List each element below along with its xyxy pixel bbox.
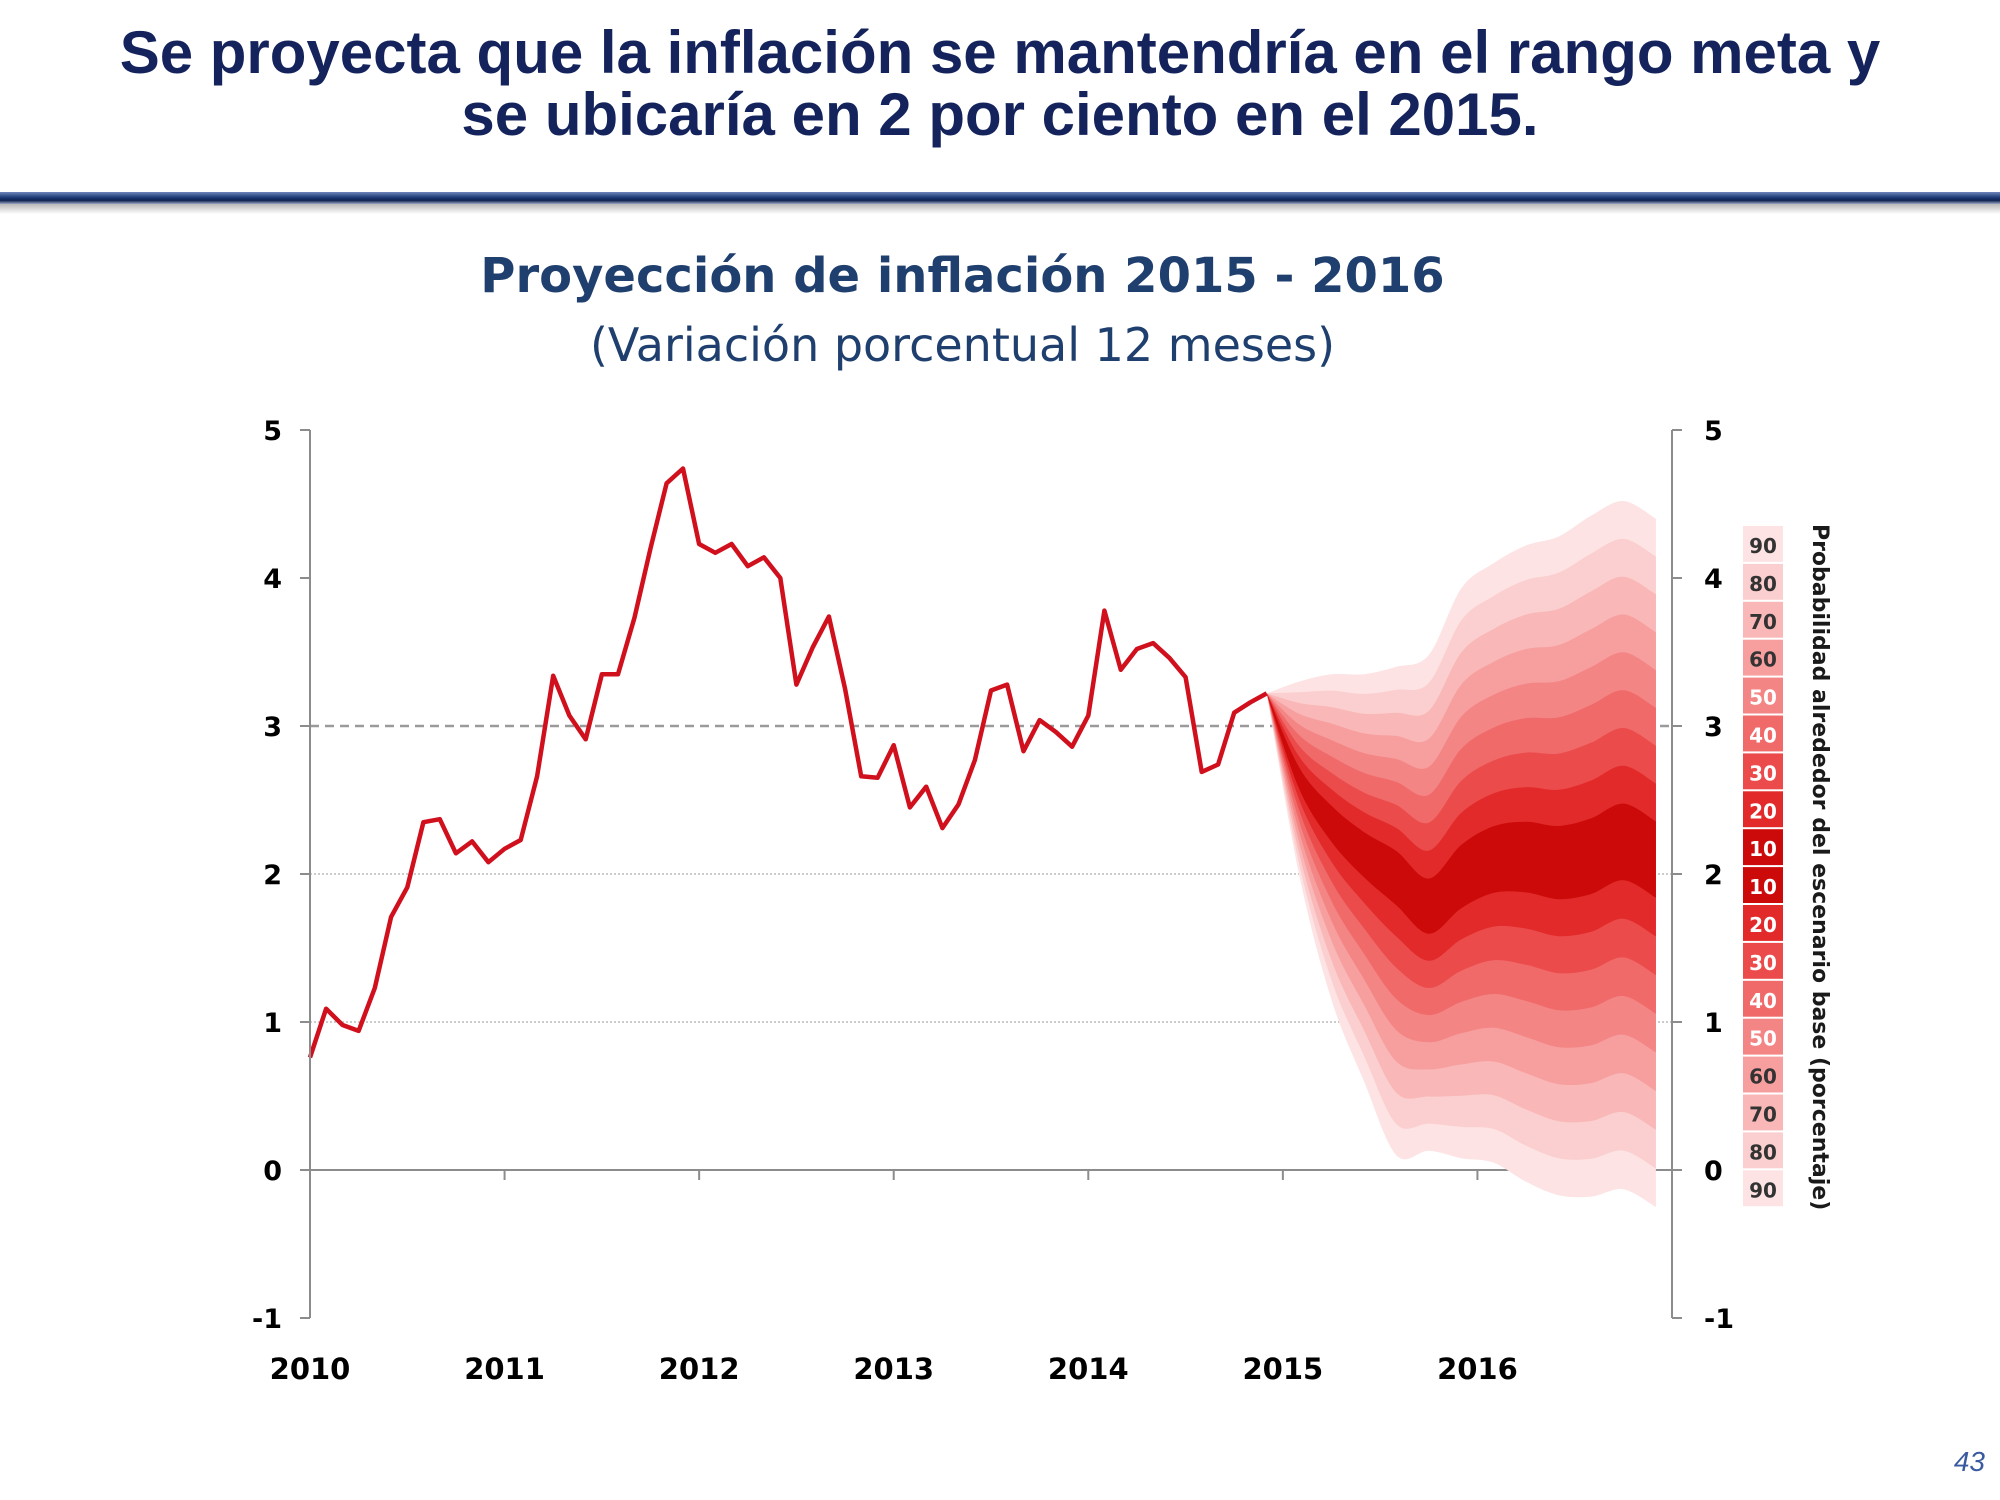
legend-swatch-20 (1743, 905, 1783, 941)
left-tick-label: 5 (263, 416, 282, 447)
legend-swatch-40 (1743, 980, 1783, 1017)
left-tick-label: 0 (263, 1156, 282, 1187)
x-tick-label: 2014 (1048, 1352, 1129, 1386)
left-tick-label: 4 (263, 564, 282, 595)
right-tick-label: 5 (1704, 416, 1723, 447)
series-line-inflacion-observada (307, 466, 1268, 1059)
legend-label: 30 (1749, 761, 1777, 785)
right-tick-label: 2 (1704, 860, 1723, 891)
legend-label: 80 (1749, 572, 1777, 596)
right-tick-label: 3 (1704, 712, 1723, 743)
legend-swatch-20 (1743, 791, 1783, 828)
legend-swatch-60 (1743, 639, 1783, 676)
legend-swatch-80 (1743, 1132, 1783, 1169)
legend-label: 70 (1749, 610, 1777, 634)
legend-label: 70 (1749, 1102, 1777, 1126)
legend-label: 20 (1749, 913, 1777, 937)
left-tick-label: 2 (263, 860, 282, 891)
actual-series-layer (307, 466, 1268, 1059)
right-tick-label: -1 (1704, 1304, 1734, 1335)
left-tick-label: 3 (263, 712, 282, 743)
chart-subtitle: (Variación porcentual 12 meses) (589, 318, 1336, 372)
legend-swatch-80 (1743, 563, 1783, 600)
legend-swatch-70 (1743, 601, 1783, 638)
axes-layer: -1 -1 0 0 1 1 2 2 3 3 4 4 5 5 2010 2011 2012 2013 2014 2015… (252, 416, 1734, 1386)
x-tick-label: 2010 (270, 1352, 351, 1386)
slide-title-line-2: se ubicaría en 2 por ciento en el 2015. (461, 81, 1539, 148)
projection-bands (1266, 500, 1656, 1207)
chart-title: Proyección de inflación 2015 - 2016 (480, 248, 1445, 304)
legend-label: 40 (1749, 723, 1777, 747)
x-tick-label: 2012 (659, 1352, 740, 1386)
slide-title: Se proyecta que la inflación se mantendr… (0, 22, 2000, 146)
legend-swatch-10 (1743, 867, 1783, 903)
legend-label: 40 (1749, 989, 1777, 1013)
left-tick-label: -1 (252, 1304, 282, 1335)
legend-swatch-50 (1743, 677, 1783, 714)
legend-swatch-60 (1743, 1056, 1783, 1093)
legend-label: 80 (1749, 1140, 1777, 1164)
x-tick-label: 2011 (464, 1352, 545, 1386)
projection-band-10 (1266, 693, 1656, 934)
legend-swatch-90 (1743, 526, 1783, 562)
legend-swatch-70 (1743, 1094, 1783, 1131)
legend-swatch-30 (1743, 753, 1783, 790)
title-divider (0, 192, 2000, 204)
legend-label: 60 (1749, 648, 1777, 672)
page-number: 43 (1953, 1446, 1985, 1477)
left-tick-label: 1 (263, 1008, 282, 1039)
legend-label: 10 (1749, 875, 1777, 899)
legend-swatch-30 (1743, 942, 1783, 979)
legend-label: 60 (1749, 1065, 1777, 1089)
x-tick-label: 2016 (1437, 1352, 1518, 1386)
legend-label: 30 (1749, 951, 1777, 975)
title-divider-shadow (0, 204, 2000, 214)
legend-label: 20 (1749, 799, 1777, 823)
legend-label: 50 (1749, 1027, 1777, 1051)
legend-label: 50 (1749, 686, 1777, 710)
legend-swatch-40 (1743, 715, 1783, 752)
legend-label: 90 (1749, 534, 1777, 558)
right-tick-label: 4 (1704, 564, 1723, 595)
legend-swatch-50 (1743, 1018, 1783, 1055)
legend-label: 90 (1749, 1178, 1777, 1202)
legend-swatch-10 (1743, 829, 1783, 866)
x-tick-label: 2015 (1242, 1352, 1323, 1386)
right-tick-label: 0 (1704, 1156, 1723, 1187)
x-tick-label: 2013 (853, 1352, 934, 1386)
legend-label: 10 (1749, 837, 1777, 861)
legend-swatch-90 (1743, 1170, 1783, 1207)
grid-layer (310, 724, 1672, 1171)
right-axis-title: Probabilidad alrededor del escenario bas… (1807, 524, 1832, 1210)
probability-legend: 90 80 70 60 50 40 30 20 10 10 20 30 40 50 60 70 80 90 Prob… (1743, 524, 1832, 1210)
slide-title-line-1: Se proyecta que la inflación se mantendr… (119, 19, 1881, 86)
right-tick-label: 1 (1704, 1008, 1723, 1039)
